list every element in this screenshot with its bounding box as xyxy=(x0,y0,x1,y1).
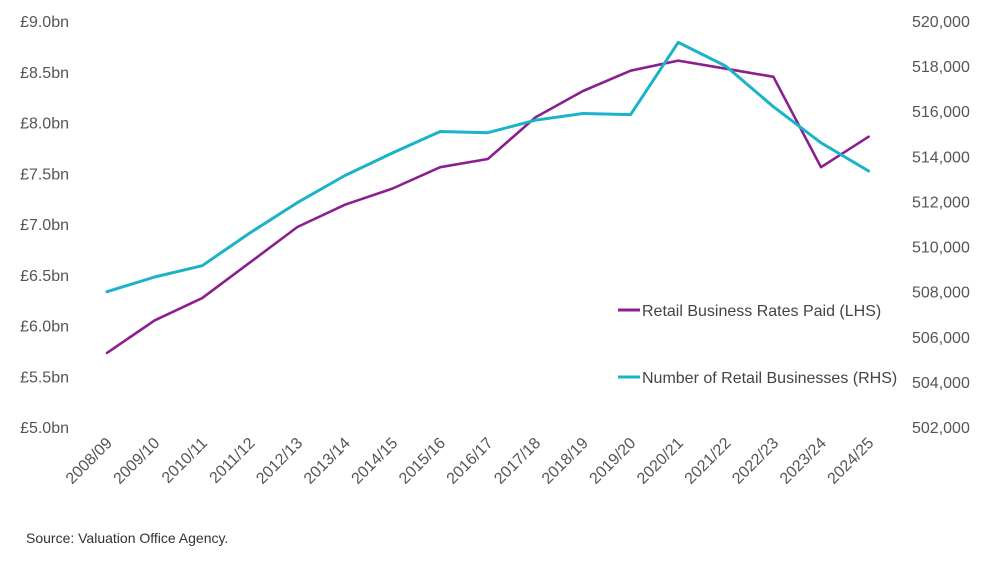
x-tick-label: 2018/19 xyxy=(539,435,592,488)
x-tick-label: 2013/14 xyxy=(301,435,354,488)
left-tick-label: £9.0bn xyxy=(20,14,69,31)
series-line-1 xyxy=(105,59,870,355)
x-tick-label: 2020/21 xyxy=(634,435,687,488)
series-line-2 xyxy=(105,40,871,294)
x-axis-ticks: 2008/092009/102010/112011/122012/132013/… xyxy=(63,435,878,488)
x-tick-label: 2010/11 xyxy=(159,435,211,487)
right-tick-label: 510,000 xyxy=(912,240,970,257)
right-tick-label: 518,000 xyxy=(912,59,970,76)
left-axis-ticks: £5.0bn £5.5bn £6.0bn £6.5bn £7.0bn £7.5bn £8.0… xyxy=(20,14,69,437)
x-tick-label: 2012/13 xyxy=(253,435,306,488)
x-tick-label: 2023/24 xyxy=(777,435,830,488)
right-tick-label: 520,000 xyxy=(912,14,970,31)
left-tick-label: £8.5bn xyxy=(20,65,69,82)
left-tick-label: £6.5bn xyxy=(20,268,69,285)
x-tick-label: 2008/09 xyxy=(63,435,116,488)
x-tick-label: 2015/16 xyxy=(396,435,449,488)
left-tick-label: £5.0bn xyxy=(20,420,69,437)
series-lines xyxy=(105,40,871,355)
left-tick-label: £5.5bn xyxy=(20,369,69,386)
right-tick-label: 504,000 xyxy=(912,375,970,392)
x-tick-label: 2009/10 xyxy=(111,435,164,488)
legend-label: Retail Business Rates Paid (LHS) xyxy=(642,303,881,320)
legend-label: Number of Retail Businesses (RHS) xyxy=(642,370,897,387)
x-tick-label: 2022/23 xyxy=(729,435,782,488)
x-tick-label: 2017/18 xyxy=(491,435,544,488)
x-tick-label: 2011/12 xyxy=(207,435,259,487)
right-tick-label: 506,000 xyxy=(912,330,970,347)
right-tick-label: 502,000 xyxy=(912,420,970,437)
right-tick-label: 508,000 xyxy=(912,285,970,302)
left-tick-label: £7.0bn xyxy=(20,217,69,234)
left-tick-label: £6.0bn xyxy=(20,319,69,336)
x-tick-label: 2021/22 xyxy=(682,435,735,488)
source-note: Source: Valuation Office Agency. xyxy=(26,530,229,546)
x-tick-label: 2016/17 xyxy=(444,435,497,488)
right-axis-ticks: 502,000 504,000 506,000 508,000 510,000 512,0… xyxy=(912,14,970,437)
right-tick-label: 516,000 xyxy=(912,104,970,121)
left-tick-label: £8.0bn xyxy=(20,116,69,133)
x-tick-label: 2014/15 xyxy=(349,435,402,488)
right-tick-label: 514,000 xyxy=(912,149,970,166)
left-tick-label: £7.5bn xyxy=(20,166,69,183)
x-tick-label: 2024/25 xyxy=(825,435,878,488)
x-tick-label: 2019/20 xyxy=(587,435,640,488)
legend: Retail Business Rates Paid (LHS) Number o… xyxy=(618,303,897,387)
right-tick-label: 512,000 xyxy=(912,194,970,211)
